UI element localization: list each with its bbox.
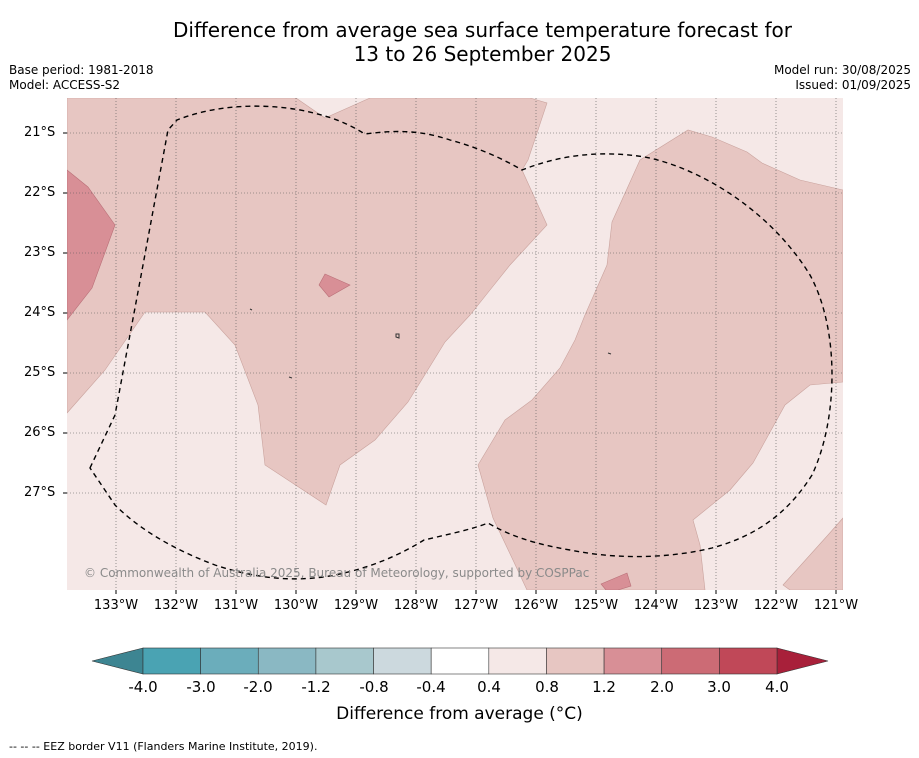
colorbar-tick-8: 1.2 (592, 678, 616, 696)
meta-left: Base period: 1981-2018 Model: ACCESS-S2 (9, 63, 154, 93)
model-name: Model: ACCESS-S2 (9, 78, 121, 92)
island-dot-3 (607, 352, 612, 355)
colorbar-segment-6 (488, 647, 547, 675)
lon-label-121w: 121°W (813, 598, 859, 613)
colorbar-tick-3: -1.2 (301, 678, 331, 696)
warm-patch-center (318, 273, 351, 298)
island-marker (395, 333, 400, 339)
colorbar-segment-5 (430, 647, 490, 675)
colorbar-segment-9 (661, 647, 720, 675)
colorbar-segment-2 (257, 647, 317, 675)
chart-title: Difference from average sea surface temp… (110, 18, 855, 66)
lon-label-130w: 130°W (273, 598, 319, 613)
graticule (67, 98, 843, 590)
title-line-2: 13 to 26 September 2025 (353, 42, 612, 66)
lat-label-23s: 23°S (24, 245, 56, 260)
colorbar-segment-10 (719, 647, 778, 675)
colorbar-tick-10: 3.0 (707, 678, 731, 696)
lat-label-24s: 24°S (24, 305, 56, 320)
issued-date: Issued: 01/09/2025 (795, 78, 911, 92)
lat-label-25s: 25°S (24, 365, 56, 380)
colorbar-tick-1: -3.0 (186, 678, 216, 696)
colorbar-tick-6: 0.4 (477, 678, 501, 696)
sst-anomaly-map (63, 98, 843, 594)
copyright-notice: © Commonwealth of Australia 2025, Bureau… (84, 566, 590, 580)
lon-label-131w: 131°W (213, 598, 259, 613)
lon-label-124w: 124°W (633, 598, 679, 613)
anomaly-region-west (67, 98, 548, 506)
colorbar-tick-11: 4.0 (765, 678, 789, 696)
lon-label-128w: 128°W (393, 598, 439, 613)
lon-label-133w: 133°W (93, 598, 139, 613)
colorbar-tick-9: 2.0 (650, 678, 674, 696)
island-dot-1 (249, 308, 253, 311)
eez-legend-note: -- -- -- EEZ border V11 (Flanders Marine… (9, 740, 318, 753)
warm-patch-west (67, 169, 116, 321)
lat-label-26s: 26°S (24, 425, 56, 440)
lat-label-21s: 21°S (24, 125, 56, 140)
colorbar-tick-2: -2.0 (243, 678, 273, 696)
lon-label-125w: 125°W (573, 598, 619, 613)
colorbar-segment-7 (546, 647, 605, 675)
lon-label-127w: 127°W (453, 598, 499, 613)
lat-ticks (63, 132, 67, 494)
colorbar-segment-8 (603, 647, 663, 675)
lat-label-22s: 22°S (24, 185, 56, 200)
anomaly-region-southeast (782, 517, 843, 590)
anomaly-region-east (477, 129, 843, 590)
meta-right: Model run: 30/08/2025 Issued: 01/09/2025 (774, 63, 911, 93)
colorbar-segment-4 (373, 647, 432, 675)
lon-label-126w: 126°W (513, 598, 559, 613)
lon-label-132w: 132°W (153, 598, 199, 613)
island-dot-2 (288, 376, 293, 379)
lon-label-122w: 122°W (753, 598, 799, 613)
colorbar-segment-3 (315, 647, 374, 675)
lon-label-123w: 123°W (693, 598, 739, 613)
colorbar-tick-5: -0.4 (416, 678, 446, 696)
colorbar-tick-4: -0.8 (359, 678, 389, 696)
colorbar-under-arrow (91, 647, 144, 675)
base-period: Base period: 1981-2018 (9, 63, 154, 77)
eez-border (89, 105, 833, 580)
colorbar-segment-1 (200, 647, 259, 675)
colorbar-over-arrow (776, 647, 829, 675)
colorbar (91, 647, 829, 675)
warm-patch-south (600, 572, 632, 590)
lat-label-27s: 27°S (24, 485, 56, 500)
model-run: Model run: 30/08/2025 (773, 63, 911, 77)
colorbar-tick-0: -4.0 (128, 678, 158, 696)
lon-ticks (115, 590, 837, 594)
colorbar-segment-0 (142, 647, 201, 675)
lon-label-129w: 129°W (333, 598, 379, 613)
colorbar-tick-7: 0.8 (535, 678, 559, 696)
colorbar-label: Difference from average (°C) (336, 704, 583, 724)
title-line-1: Difference from average sea surface temp… (172, 18, 792, 42)
